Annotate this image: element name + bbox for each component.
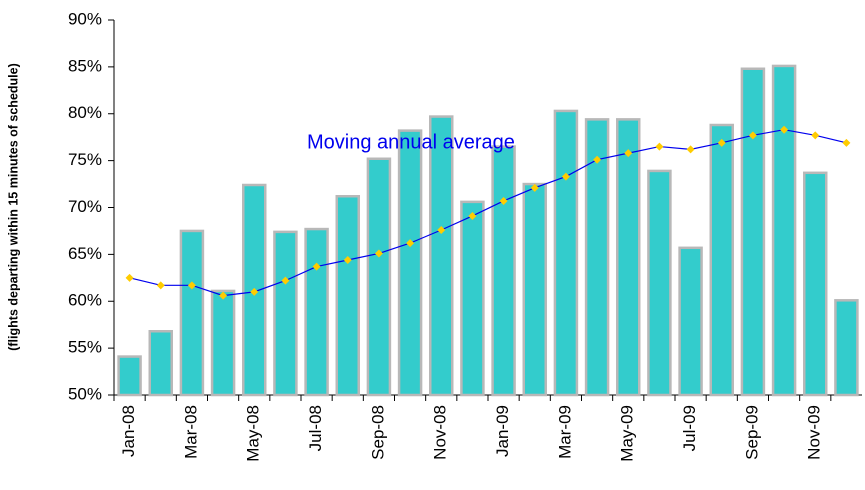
line-marker	[219, 291, 228, 300]
line-marker	[250, 287, 259, 296]
bar	[647, 169, 672, 397]
bar	[522, 182, 547, 397]
line-marker	[437, 226, 446, 234]
line-marker	[780, 125, 789, 134]
y-tick-label: 80%	[68, 103, 102, 122]
bar	[460, 200, 485, 397]
line-marker	[187, 281, 196, 290]
x-tick-label: May-09	[618, 405, 637, 462]
y-axis-label: (flights departing within 15 minutes of …	[6, 63, 20, 351]
x-tick-label: May-08	[244, 405, 263, 462]
bar	[304, 227, 329, 397]
line-marker	[748, 131, 757, 140]
line-marker	[686, 145, 695, 154]
y-tick-label: 60%	[68, 291, 102, 310]
y-tick-label: 75%	[68, 150, 102, 169]
bar	[429, 115, 454, 397]
bar	[584, 118, 610, 397]
line-marker	[312, 262, 321, 271]
x-tick-label: Jan-09	[493, 405, 512, 457]
y-tick-label: 70%	[68, 197, 102, 216]
bar	[803, 171, 828, 397]
x-tick-label: Nov-08	[431, 405, 450, 460]
bar	[709, 123, 734, 397]
line-marker	[125, 273, 134, 282]
y-tick-label: 50%	[68, 384, 102, 403]
line-annotation: Moving annual average	[307, 131, 515, 153]
x-tick-label: Mar-08	[181, 405, 200, 459]
line-marker	[655, 142, 664, 151]
bar	[210, 289, 236, 397]
line-marker	[343, 256, 352, 264]
line-marker	[561, 172, 570, 181]
bar	[397, 129, 423, 397]
bar	[117, 355, 142, 397]
bar	[335, 195, 360, 397]
line-marker	[374, 249, 383, 258]
line-marker	[156, 281, 165, 290]
bar	[740, 67, 766, 397]
bar	[491, 145, 516, 397]
line-marker	[811, 131, 820, 140]
line-marker	[717, 138, 726, 147]
line	[129, 129, 847, 297]
x-tick-label: Sep-09	[742, 405, 761, 460]
bar	[179, 229, 205, 397]
bar	[771, 64, 797, 397]
bar	[553, 109, 579, 397]
x-tick-label: Nov-09	[805, 405, 824, 460]
x-tick-label: Jul-08	[306, 405, 325, 451]
line-marker	[468, 211, 477, 220]
line-marker	[530, 183, 539, 192]
line-marker	[624, 149, 633, 158]
bar	[834, 299, 859, 397]
bar	[616, 118, 641, 397]
bar	[148, 330, 173, 397]
x-tick-label: Sep-08	[368, 405, 387, 460]
line-marker	[406, 239, 415, 248]
bar	[678, 246, 703, 397]
bar	[366, 157, 392, 397]
y-tick-label: 90%	[68, 9, 102, 28]
y-tick-label: 85%	[68, 56, 102, 75]
x-tick-label: Jan-08	[119, 405, 138, 457]
line-marker	[842, 138, 851, 147]
x-tick-label: Mar-09	[555, 405, 574, 459]
line-marker	[593, 155, 602, 164]
line-marker	[499, 196, 508, 205]
y-tick-label: 65%	[68, 244, 102, 263]
line-marker	[281, 276, 290, 285]
bar	[273, 230, 298, 397]
y-tick-label: 55%	[68, 338, 102, 357]
x-tick-label: Jul-09	[680, 405, 699, 451]
